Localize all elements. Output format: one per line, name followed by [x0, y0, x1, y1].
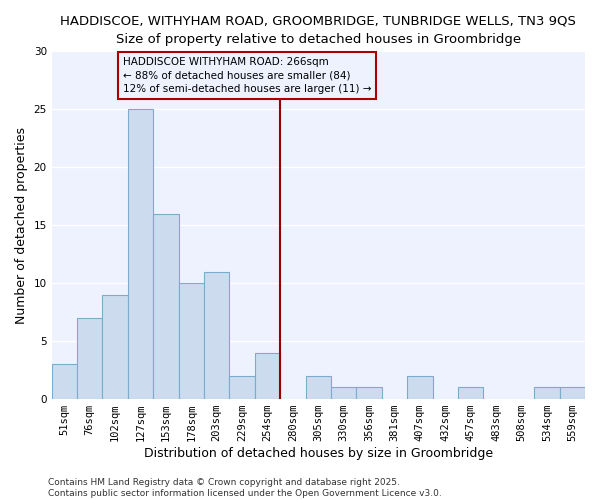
Bar [128, 110, 153, 399]
Y-axis label: Number of detached properties: Number of detached properties [15, 126, 28, 324]
Bar [229, 376, 255, 399]
Bar [331, 388, 356, 399]
Bar [255, 352, 280, 399]
Text: Contains HM Land Registry data © Crown copyright and database right 2025.
Contai: Contains HM Land Registry data © Crown c… [48, 478, 442, 498]
Bar [52, 364, 77, 399]
Title: HADDISCOE, WITHYHAM ROAD, GROOMBRIDGE, TUNBRIDGE WELLS, TN3 9QS
Size of property: HADDISCOE, WITHYHAM ROAD, GROOMBRIDGE, T… [61, 15, 576, 46]
X-axis label: Distribution of detached houses by size in Groombridge: Distribution of detached houses by size … [144, 447, 493, 460]
Bar [305, 376, 331, 399]
Bar [356, 388, 382, 399]
Bar [153, 214, 179, 399]
Bar [534, 388, 560, 399]
Bar [407, 376, 433, 399]
Bar [77, 318, 103, 399]
Bar [179, 283, 204, 399]
Bar [458, 388, 484, 399]
Bar [204, 272, 229, 399]
Bar [560, 388, 585, 399]
Bar [103, 295, 128, 399]
Text: HADDISCOE WITHYHAM ROAD: 266sqm
← 88% of detached houses are smaller (84)
12% of: HADDISCOE WITHYHAM ROAD: 266sqm ← 88% of… [123, 57, 371, 94]
